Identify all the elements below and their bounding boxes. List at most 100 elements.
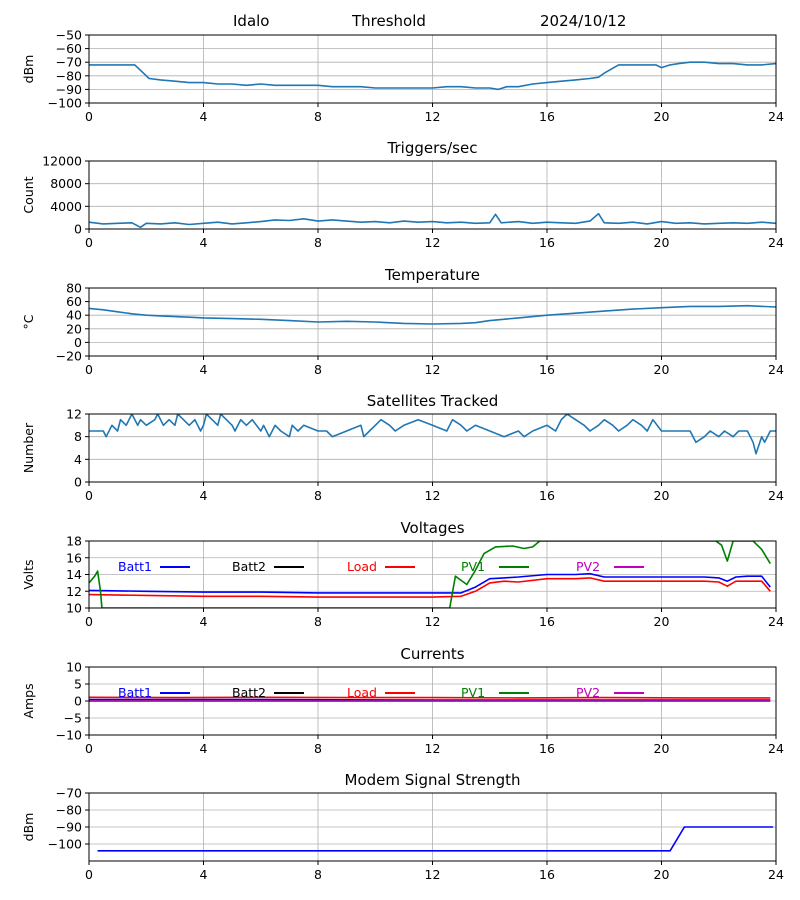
- x-tick-label: 4: [200, 867, 208, 882]
- y-tick-label: −100: [48, 837, 82, 852]
- x-tick-label: 16: [539, 614, 555, 629]
- series-line-batt1: [89, 572, 771, 594]
- y-tick-label: 14: [66, 567, 82, 582]
- y-tick-label: −90: [56, 82, 82, 97]
- x-tick-label: 16: [539, 235, 555, 250]
- x-tick-label: 4: [200, 741, 208, 756]
- x-tick-label: 20: [654, 235, 670, 250]
- series-line-1: [89, 304, 776, 325]
- chart-title: Triggers/sec: [387, 139, 478, 157]
- x-tick-label: 4: [200, 614, 208, 629]
- y-tick-label: −80: [56, 803, 82, 818]
- header-station: Idalo: [233, 12, 270, 30]
- y-axis-label: Volts: [21, 559, 36, 589]
- x-tick-label: 12: [425, 235, 441, 250]
- y-axis-label: Number: [21, 422, 36, 473]
- y-tick-label: 20: [66, 321, 82, 336]
- series-line-load: [89, 577, 771, 598]
- y-tick-label: 8: [74, 429, 82, 444]
- y-tick-label: 0: [74, 694, 82, 709]
- x-tick-label: 24: [768, 741, 784, 756]
- y-tick-label: 60: [66, 294, 82, 309]
- y-tick-label: 5: [74, 677, 82, 692]
- y-tick-label: 10: [66, 601, 82, 616]
- y-tick-label: 0: [74, 222, 82, 237]
- legend-label-batt2: Batt2: [232, 559, 266, 574]
- y-tick-label: 0: [74, 335, 82, 350]
- y-axis-label: Count: [21, 176, 36, 213]
- y-tick-label: 10: [66, 660, 82, 675]
- y-tick-label: 8000: [50, 176, 82, 191]
- chart-title: Temperature: [384, 266, 480, 284]
- x-tick-label: 8: [314, 362, 322, 377]
- x-tick-label: 20: [654, 867, 670, 882]
- x-tick-label: 4: [200, 109, 208, 124]
- x-tick-label: 24: [768, 488, 784, 503]
- x-tick-label: 12: [425, 614, 441, 629]
- header-date: 2024/10/12: [540, 12, 627, 30]
- y-axis-label: dBm: [21, 55, 36, 84]
- x-tick-label: 12: [425, 488, 441, 503]
- y-tick-label: 12: [66, 407, 82, 422]
- legend-label-load: Load: [347, 559, 377, 574]
- x-tick-label: 12: [425, 867, 441, 882]
- x-tick-label: 24: [768, 235, 784, 250]
- y-tick-label: −20: [56, 349, 82, 364]
- y-tick-label: 12: [66, 584, 82, 599]
- x-tick-label: 20: [654, 109, 670, 124]
- series-line-1: [89, 414, 776, 455]
- legend-label-batt2: Batt2: [232, 685, 266, 700]
- legend-label-pv2: PV2: [576, 685, 600, 700]
- x-tick-label: 20: [654, 741, 670, 756]
- x-tick-label: 12: [425, 362, 441, 377]
- legend-label-load: Load: [347, 685, 377, 700]
- x-tick-label: 0: [85, 109, 93, 124]
- x-tick-label: 8: [314, 867, 322, 882]
- x-tick-label: 16: [539, 741, 555, 756]
- y-tick-label: 18: [66, 534, 82, 549]
- legend-label-batt1: Batt1: [118, 685, 152, 700]
- x-tick-label: 0: [85, 488, 93, 503]
- y-tick-label: 4: [74, 452, 82, 467]
- legend-label-pv2: PV2: [576, 559, 600, 574]
- x-tick-label: 8: [314, 109, 322, 124]
- series-line-load: [89, 696, 771, 699]
- x-tick-label: 12: [425, 109, 441, 124]
- x-tick-label: 0: [85, 235, 93, 250]
- chart-title: Currents: [400, 645, 464, 663]
- y-tick-label: −70: [56, 786, 82, 801]
- x-tick-label: 24: [768, 109, 784, 124]
- x-tick-label: 0: [85, 741, 93, 756]
- chart-panel-4: 0 4 8 12 16 20 24 0 4 8 12 Number Satellites Tracked: [21, 392, 784, 503]
- x-tick-label: 8: [314, 614, 322, 629]
- y-tick-label: 16: [66, 550, 82, 565]
- x-tick-label: 8: [314, 235, 322, 250]
- series-line-1: [89, 212, 776, 229]
- y-tick-label: −5: [64, 711, 82, 726]
- y-tick-label: 40: [66, 308, 82, 323]
- x-tick-label: 0: [85, 614, 93, 629]
- series-line-pv1: [89, 541, 771, 608]
- x-tick-label: 8: [314, 741, 322, 756]
- legend-label-pv1: PV1: [461, 685, 485, 700]
- y-axis-label: °C: [21, 314, 36, 329]
- x-tick-label: 16: [539, 109, 555, 124]
- chart-title: Modem Signal Strength: [345, 771, 521, 789]
- header-mode: Threshold: [352, 12, 426, 30]
- x-tick-label: 8: [314, 488, 322, 503]
- y-tick-label: −100: [48, 96, 82, 111]
- x-tick-label: 0: [85, 362, 93, 377]
- series-line-1: [97, 826, 774, 852]
- y-tick-label: 0: [74, 475, 82, 490]
- x-tick-label: 4: [200, 488, 208, 503]
- y-tick-label: −70: [56, 55, 82, 70]
- y-tick-label: 4000: [50, 199, 82, 214]
- y-tick-label: −60: [56, 41, 82, 56]
- x-tick-label: 24: [768, 867, 784, 882]
- y-axis-label: dBm: [21, 813, 36, 842]
- chart-panel-7: 0 4 8 12 16 20 24 −100 −90 −80 −70 dBm Modem Signal …: [21, 771, 784, 882]
